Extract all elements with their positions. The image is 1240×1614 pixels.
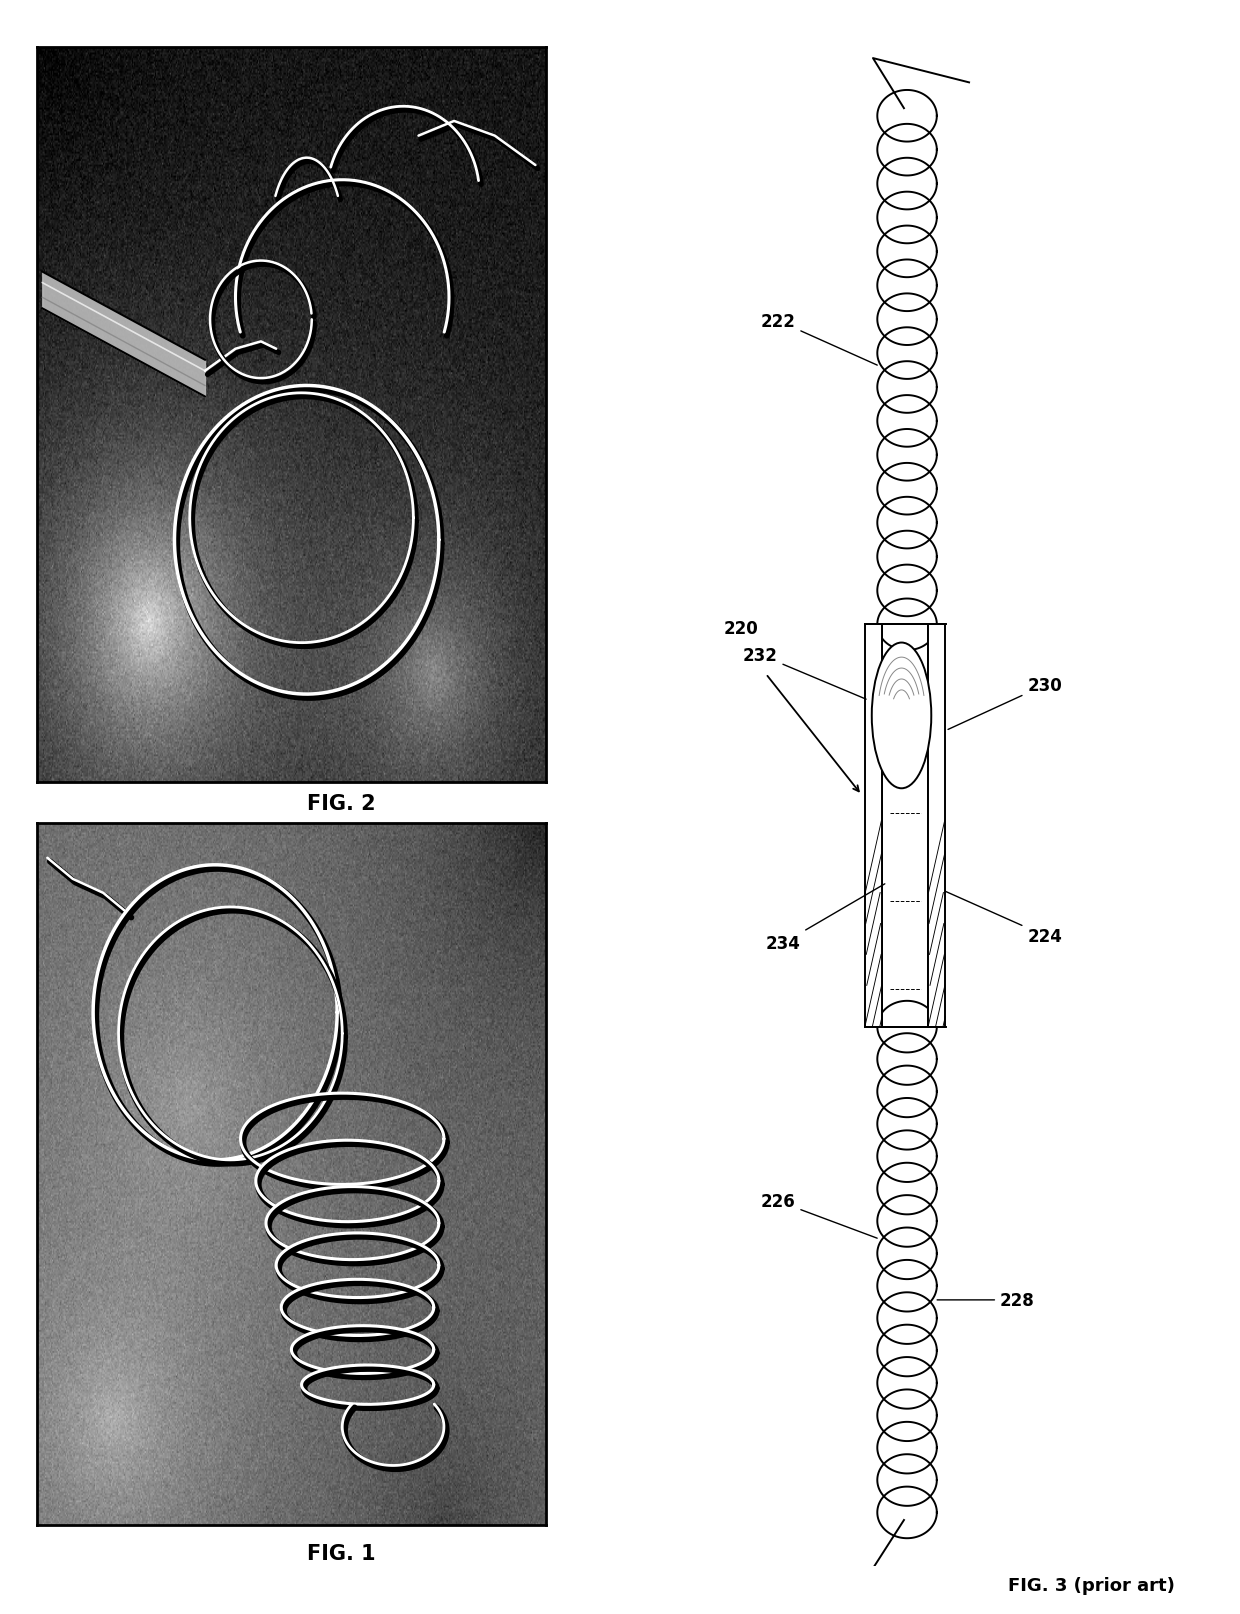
Text: FIG. 1: FIG. 1 [306,1543,376,1562]
Text: FIG. 3 (prior art): FIG. 3 (prior art) [1008,1575,1174,1595]
Circle shape [872,642,931,789]
Text: 222: 222 [760,313,877,366]
Text: 224: 224 [945,891,1063,944]
Bar [883,625,928,1027]
Text: 226: 226 [760,1193,877,1238]
Text: 230: 230 [949,676,1063,730]
Text: 234: 234 [765,884,885,952]
Bar [866,625,883,1027]
Text: 220: 220 [723,620,759,638]
Text: FIG. 2: FIG. 2 [306,794,376,813]
Text: 232: 232 [743,646,866,700]
Text: 228: 228 [937,1291,1035,1309]
Bar [928,625,945,1027]
